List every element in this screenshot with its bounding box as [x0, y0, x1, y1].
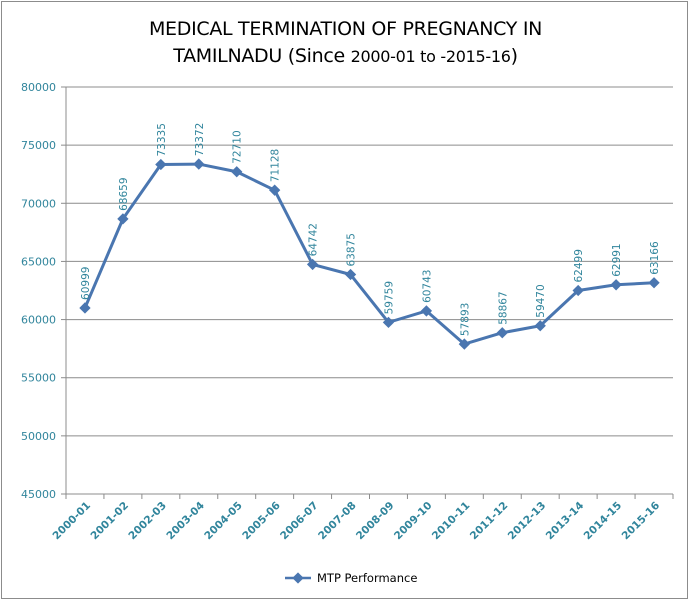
x-tick-label: 2013-14: [544, 500, 587, 543]
data-label: 60999: [80, 267, 92, 300]
chart-title: MEDICAL TERMINATION OF PREGNANCY IN TAMI…: [0, 16, 691, 70]
x-tick-label: 2011-12: [468, 500, 511, 543]
data-point-marker: [268, 184, 281, 196]
x-axis-tick-labels: 2000-012001-022002-032003-042004-052005-…: [51, 500, 663, 543]
data-label: 60743: [421, 270, 433, 303]
x-tick-label: 2002-03: [126, 500, 169, 543]
y-tick-label: 75000: [21, 139, 56, 152]
data-point-marker: [382, 316, 395, 329]
y-tick-label: 65000: [21, 255, 56, 268]
data-point-marker: [572, 284, 584, 297]
data-label: 57893: [459, 303, 471, 336]
legend-label: MTP Performance: [317, 571, 418, 585]
x-tick-label: 2010-11: [430, 500, 473, 543]
data-point-marker: [344, 268, 357, 281]
data-label: 63875: [346, 233, 358, 266]
y-tick-label: 60000: [21, 314, 56, 327]
data-point-marker: [155, 158, 167, 171]
data-point-marker: [534, 320, 546, 332]
chart-title-line1: MEDICAL TERMINATION OF PREGNANCY IN: [148, 18, 543, 40]
data-label: 59470: [535, 284, 547, 317]
chart-title-line2-range: 2000-01 to -2015-16: [350, 47, 511, 66]
x-tick-label: 2015-16: [620, 500, 663, 543]
data-point-marker: [496, 327, 508, 339]
data-label: 71128: [270, 149, 282, 182]
y-tick-label: 80000: [21, 81, 56, 94]
x-tick-label: 2014-15: [582, 500, 625, 543]
chart-title-line2: TAMILNADU (Since 2000-01 to -2015-16): [0, 43, 691, 70]
x-tick-label: 2003-04: [164, 500, 207, 543]
data-point-marker: [648, 277, 660, 289]
chart-title-line2-end: ): [510, 45, 518, 67]
data-label: 73372: [194, 123, 206, 156]
y-tick-label: 45000: [21, 488, 56, 501]
data-label: 64742: [308, 223, 320, 256]
data-point-marker: [610, 279, 622, 291]
y-axis-tick-labels: 45000 50000 55000 60000 65000 70000 75000 80000: [21, 81, 56, 501]
x-tick-label: 2006-07: [278, 500, 321, 543]
x-tick-label: 2005-06: [240, 500, 283, 543]
chart-title-line2-main: TAMILNADU (Since: [173, 45, 351, 67]
x-tick-label: 2012-13: [506, 500, 549, 543]
data-label: 59759: [383, 281, 395, 314]
y-tick-label: 50000: [21, 430, 56, 443]
data-label: 73335: [156, 123, 168, 156]
legend: MTP Performance: [283, 570, 417, 586]
axes: [61, 86, 674, 499]
data-label: 68659: [118, 177, 130, 210]
data-point-marker: [79, 302, 91, 314]
data-label: 72710: [232, 130, 244, 163]
gridlines: [66, 86, 673, 437]
data-point-marker: [306, 258, 319, 271]
data-label: 62499: [573, 249, 585, 282]
data-label: 58867: [497, 291, 509, 324]
x-tick-label: 2001-02: [88, 500, 131, 543]
legend-line-diamond-icon: [285, 572, 311, 584]
y-tick-label: 70000: [21, 197, 56, 210]
data-labels: 60999 68659 73335 73372 72710 71128 64742 63875…: [80, 123, 661, 336]
x-tick-label: 2009-10: [392, 500, 435, 543]
data-point-marker: [420, 305, 433, 317]
x-tick-label: 2007-08: [316, 500, 359, 543]
y-tick-label: 55000: [21, 372, 56, 385]
data-label: 62991: [611, 243, 623, 276]
x-tick-label: 2004-05: [202, 500, 245, 543]
series-line: [83, 162, 655, 346]
x-tick-label: 2000-01: [51, 500, 94, 543]
data-point-marker: [193, 158, 205, 170]
data-point-marker: [458, 338, 471, 350]
data-point-marker: [231, 166, 243, 178]
x-tick-label: 2008-09: [354, 500, 397, 543]
data-label: 63166: [649, 241, 661, 275]
